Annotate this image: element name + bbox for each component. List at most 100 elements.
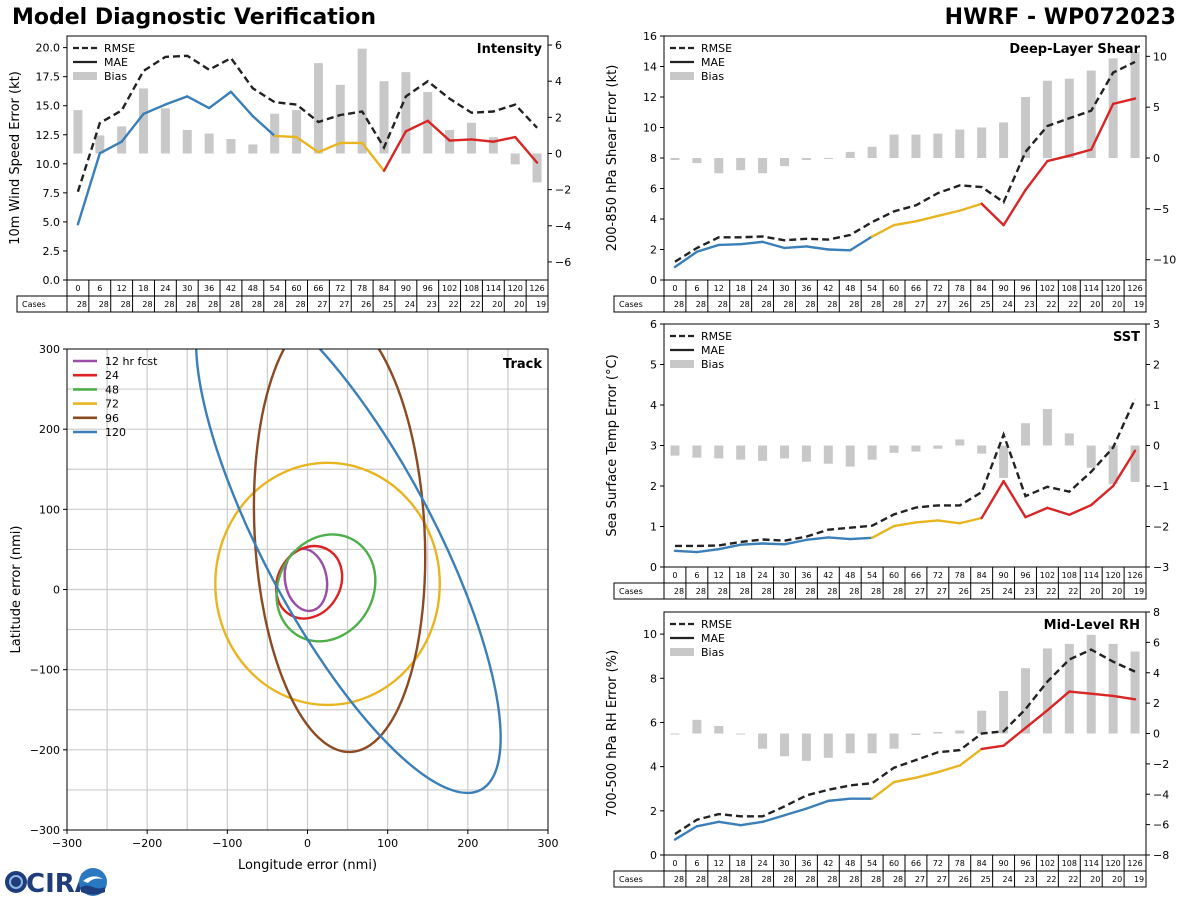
table-hour-cell: 78 — [955, 571, 965, 580]
shear-bias-bar — [692, 158, 702, 164]
table-hour-cell: 48 — [845, 859, 855, 868]
sst-y2tick-label: 0 — [1153, 440, 1160, 453]
rh-rmse-line — [674, 648, 1136, 836]
track-xtick-label: 200 — [457, 837, 478, 850]
table-hour-cell: 72 — [933, 284, 943, 293]
shear-mae-segment — [849, 235, 874, 252]
track-ytick-label: 300 — [39, 343, 60, 356]
table-hour-cell: 90 — [998, 859, 1008, 868]
table-cases-cell: 22 — [470, 300, 480, 309]
shear-mae-segment — [1090, 102, 1115, 151]
rh-ytick-label: 2 — [650, 805, 657, 818]
sst-mae-segment — [1111, 449, 1137, 488]
table-cases-cell: 28 — [761, 875, 771, 884]
rh-bias-bar — [780, 733, 789, 757]
sst-mae-segment — [761, 542, 786, 546]
table-cases-cell: 28 — [164, 300, 174, 309]
intensity-mae-segment — [404, 119, 429, 133]
rh-y2tick-label: 2 — [1153, 697, 1160, 710]
table-hour-cell: 120 — [508, 284, 523, 293]
table-cases-cell: 28 — [186, 300, 196, 309]
table-cases-cell: 28 — [740, 587, 750, 596]
intensity-y2tick-label: 6 — [555, 39, 562, 52]
table-hour-cell: 126 — [1127, 571, 1142, 580]
table-hour-cell: 114 — [486, 284, 501, 293]
table-cases-cell: 28 — [696, 300, 706, 309]
legend-mae-label: MAE — [701, 56, 725, 69]
shear-ytick-label: 0 — [650, 274, 657, 287]
intensity-mae-segment — [76, 152, 101, 226]
shear-bias-bar — [780, 158, 789, 167]
noaa-bird-icon — [83, 876, 103, 883]
shear-bias-bar — [845, 151, 855, 158]
table-cases-cell: 28 — [142, 300, 152, 309]
table-hour-cell: 96 — [1020, 571, 1030, 580]
intensity-mae-segment — [207, 90, 233, 110]
table-cases-cell: 28 — [849, 875, 859, 884]
table-hour-cell: 114 — [1084, 859, 1099, 868]
table-hour-cell: 0 — [672, 571, 677, 580]
legend-rmse-label: RMSE — [104, 42, 135, 55]
table-hour-cell: 126 — [529, 284, 544, 293]
track-ytick-label: −100 — [30, 664, 60, 677]
rh-mae-segment — [695, 820, 720, 828]
table-hour-cell: 36 — [801, 859, 811, 868]
rh-bias-bar — [801, 733, 811, 761]
sst-y2tick-label: −3 — [1153, 561, 1169, 574]
rh-bias-bar — [670, 733, 680, 735]
table-cases-row — [16, 295, 549, 313]
intensity-y2tick-label: −2 — [555, 184, 571, 197]
table-hour-cell: 60 — [889, 284, 899, 293]
table-cases-cell: 26 — [959, 875, 969, 884]
shear-ytick-label: 14 — [643, 61, 657, 74]
table-cases-cell: 23 — [1024, 300, 1034, 309]
intensity-ytick-label: 2.5 — [43, 245, 61, 258]
table-cases-cell: 22 — [1046, 587, 1056, 596]
table-hour-cell: 96 — [423, 284, 433, 293]
intensity-ytick-label: 7.5 — [43, 187, 61, 200]
rh-mae-segment — [980, 744, 1005, 751]
table-cases-cell: 28 — [805, 875, 815, 884]
table-hour-cell: 30 — [182, 284, 192, 293]
sst-bias-bar — [911, 445, 921, 452]
table-cases-label: Cases — [619, 300, 643, 309]
rh-bias-bar — [845, 733, 855, 754]
table-hour-cell: 48 — [248, 284, 258, 293]
table-hour-cell: 120 — [1105, 859, 1120, 868]
sst-y2tick-label: −1 — [1153, 480, 1169, 493]
rh-y2tick-label: −6 — [1153, 819, 1169, 832]
table-hour-cell: 102 — [1040, 571, 1055, 580]
table-hour-cell: 18 — [736, 571, 746, 580]
rh-title: Mid-Level RH — [1044, 618, 1140, 633]
table-hour-cell: 0 — [672, 859, 677, 868]
rh-mae-segment — [914, 770, 940, 779]
sst-ytick-label: 1 — [650, 521, 657, 534]
rh-bias-bar — [1108, 643, 1118, 734]
shear-bias-bar — [1130, 52, 1140, 159]
track-ylabel: Latitude error (nmi) — [9, 526, 24, 654]
table-cases-cell: 28 — [718, 300, 728, 309]
table-cases-cell: 28 — [252, 300, 262, 309]
shear-mae-segment — [1002, 188, 1027, 227]
table-cases-cell: 25 — [981, 875, 991, 884]
shear-y2tick-label: 5 — [1153, 101, 1160, 114]
table-hour-cell: 114 — [1084, 571, 1099, 580]
shear-mae-segment — [892, 220, 918, 227]
intensity-mae-segment — [120, 112, 145, 143]
intensity-ytick-label: 17.5 — [36, 71, 61, 84]
sst-bias-bar — [736, 445, 746, 460]
table-cases-cell: 28 — [674, 875, 684, 884]
table-hour-cell: 108 — [1062, 284, 1077, 293]
shear-ylabel: 200-850 hPa Shear Error (kt) — [605, 65, 620, 252]
table-cases-cell: 20 — [1090, 587, 1100, 596]
shear-bias-bar — [867, 146, 877, 158]
intensity-mae-segment — [317, 141, 342, 154]
track-xtick-label: −200 — [132, 837, 162, 850]
shear-bias-bar — [758, 158, 768, 174]
sst-mae-segment — [695, 547, 720, 554]
sst-mae-segment — [739, 542, 764, 546]
shear-mae-segment — [1068, 148, 1093, 157]
table-hour-cell: 84 — [977, 859, 987, 868]
sst-bias-bar — [714, 445, 724, 459]
intensity-bias-bar — [488, 137, 498, 154]
